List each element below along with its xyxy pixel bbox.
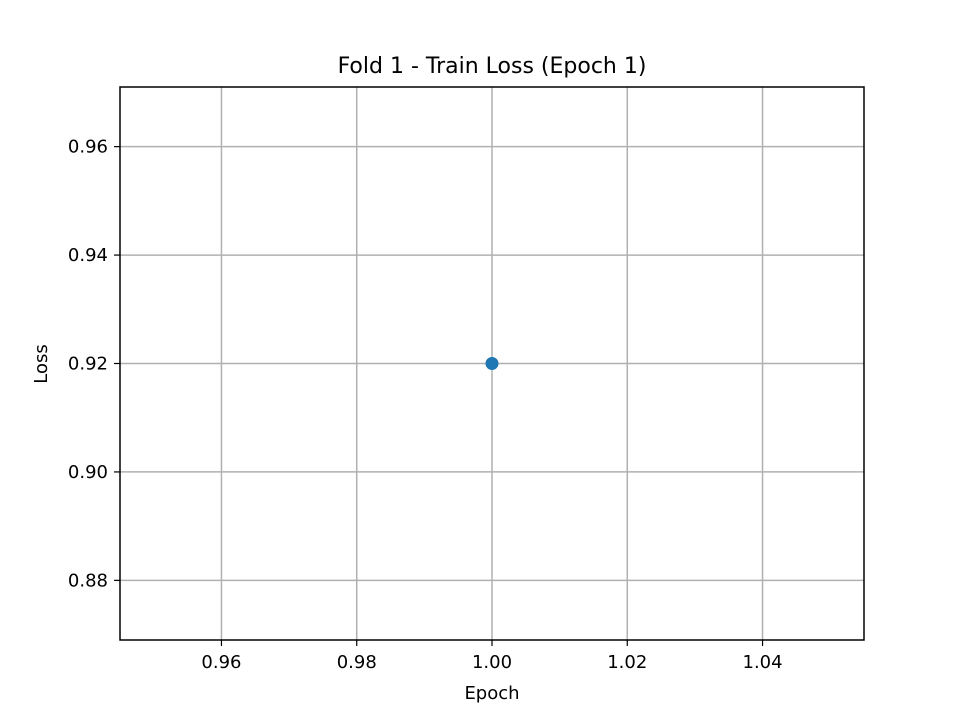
- y-tick-label: 0.96: [68, 137, 108, 158]
- y-axis-label: Loss: [31, 344, 52, 383]
- y-tick-label: 0.90: [68, 462, 108, 483]
- x-tick-label: 1.02: [607, 652, 647, 673]
- data-marks: [485, 357, 499, 370]
- x-axis-label: Epoch: [464, 683, 519, 704]
- y-tick-label: 0.88: [68, 570, 108, 591]
- grid: [120, 87, 864, 640]
- plot-frame: [119, 86, 865, 641]
- x-tick-label: 1.00: [472, 652, 512, 673]
- y-tick-label: 0.94: [68, 245, 108, 266]
- data-point: [485, 357, 499, 370]
- chart-title: Fold 1 - Train Loss (Epoch 1): [338, 54, 647, 79]
- x-tick-label: 1.04: [743, 652, 783, 673]
- x-tick-label: 0.98: [337, 652, 377, 673]
- x-tick-label: 0.96: [201, 652, 241, 673]
- y-tick-label: 0.92: [68, 354, 108, 375]
- ticks: 0.96 0.98 1.00 1.02 1.04 0.88 0.90 0.92 0.94 0.96: [68, 137, 783, 673]
